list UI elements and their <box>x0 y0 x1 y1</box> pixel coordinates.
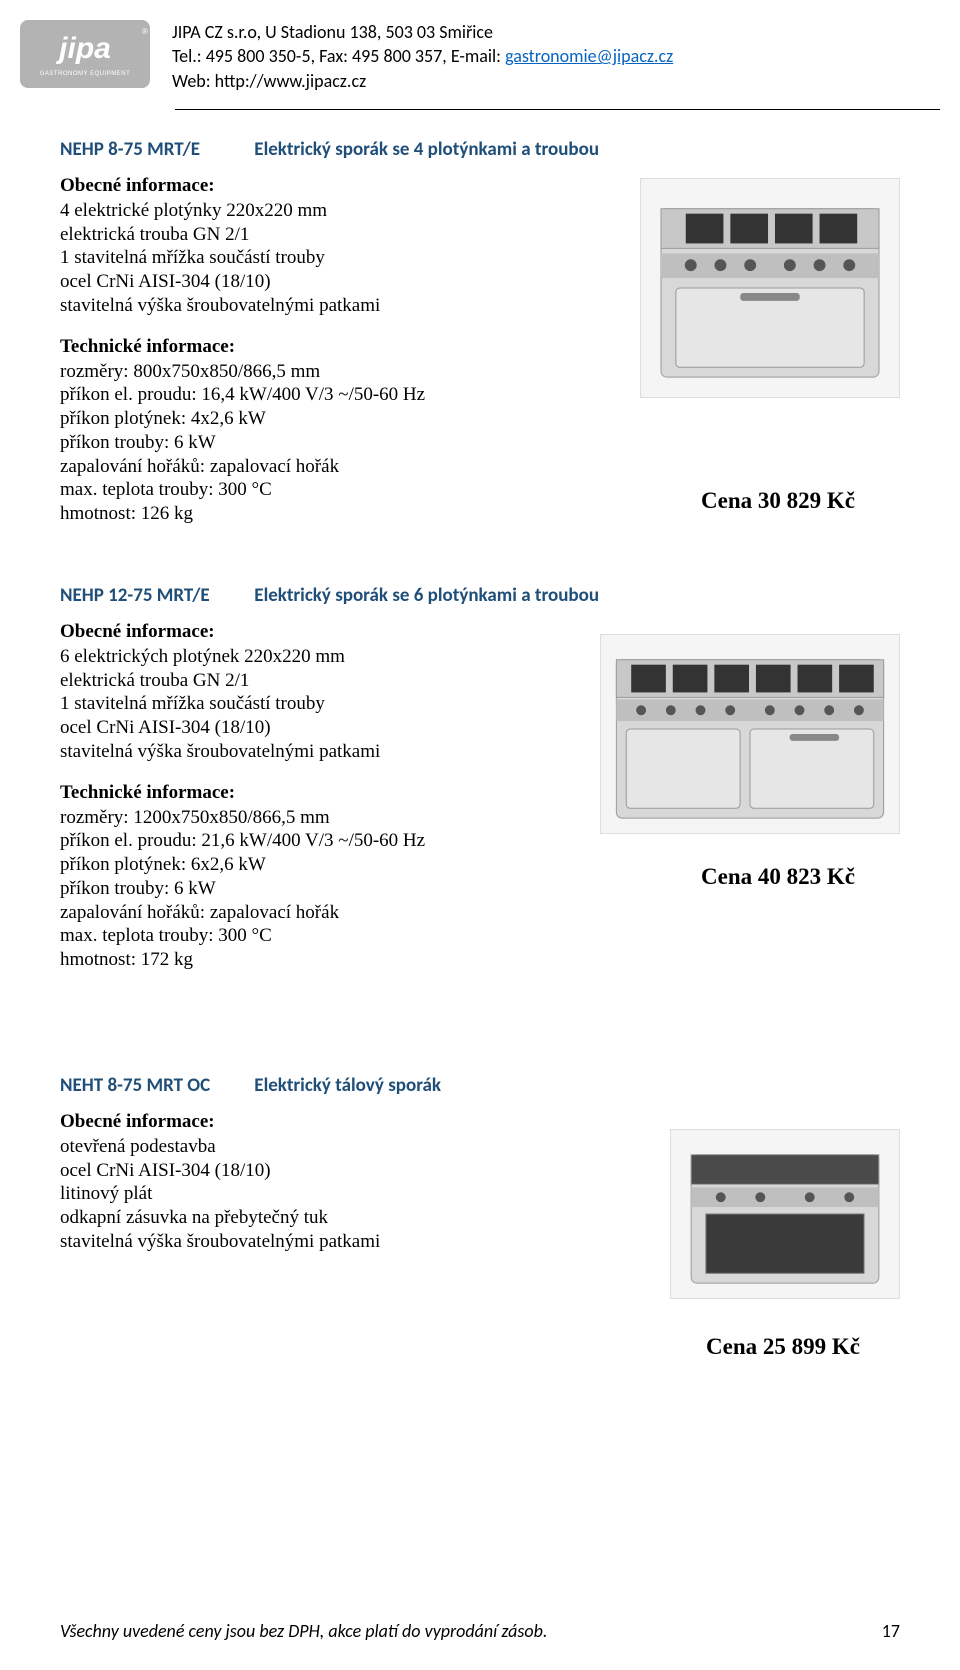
text-line: příkon plotýnek: 4x2,6 kW <box>60 407 900 431</box>
product-code: NEHP 8-75 MRT/E <box>60 138 250 161</box>
company-info: JIPA CZ s.r.o, U Stadionu 138, 503 03 Sm… <box>172 20 673 93</box>
svg-text:®: ® <box>142 27 148 36</box>
company-web: Web: http://www.jipacz.cz <box>172 69 673 93</box>
company-logo: jipa GASTRONOMY EQUIPMENT ® <box>20 20 150 88</box>
email-link[interactable]: gastronomie@jipacz.cz <box>505 45 673 67</box>
text-line: max. teplota trouby: 300 °C <box>60 924 900 948</box>
text-line: zapalování hořáků: zapalovací hořák <box>60 455 900 479</box>
product-heading: NEHT 8-75 MRT OC Elektrický tálový sporá… <box>60 1074 900 1097</box>
product-title: Elektrický sporák se 6 plotýnkami a trou… <box>254 584 599 607</box>
footer-note: Všechny uvedené ceny jsou bez DPH, akce … <box>60 1620 547 1642</box>
product-price: Cena 25 899 Kč <box>706 1334 860 1360</box>
page-number: 17 <box>882 1620 900 1642</box>
product-block: NEHT 8-75 MRT OC Elektrický tálový sporá… <box>60 1074 900 1394</box>
header-separator <box>175 109 940 110</box>
content-area: NEHP 8-75 MRT/E Elektrický sporák se 4 p… <box>0 138 960 1394</box>
page-header: jipa GASTRONOMY EQUIPMENT ® JIPA CZ s.r.… <box>0 0 960 103</box>
product-title: Elektrický tálový sporák <box>254 1074 441 1097</box>
product-heading: NEHP 12-75 MRT/E Elektrický sporák se 6 … <box>60 584 900 607</box>
product-code: NEHT 8-75 MRT OC <box>60 1074 250 1097</box>
logo-text: jipa <box>55 32 111 65</box>
product-image <box>600 634 900 834</box>
product-image <box>670 1129 900 1299</box>
product-block: NEHP 12-75 MRT/E Elektrický sporák se 6 … <box>60 584 900 1044</box>
logo-subtext: GASTRONOMY EQUIPMENT <box>40 71 131 77</box>
product-code: NEHP 12-75 MRT/E <box>60 584 250 607</box>
text-line: zapalování hořáků: zapalovací hořák <box>60 901 900 925</box>
company-contact: Tel.: 495 800 350-5, Fax: 495 800 357, E… <box>172 44 673 68</box>
text-line: hmotnost: 172 kg <box>60 948 900 972</box>
page-footer: Všechny uvedené ceny jsou bez DPH, akce … <box>60 1620 900 1642</box>
product-title: Elektrický sporák se 4 plotýnkami a trou… <box>254 138 599 161</box>
company-address: JIPA CZ s.r.o, U Stadionu 138, 503 03 Sm… <box>172 20 673 44</box>
product-image <box>640 178 900 398</box>
product-price: Cena 30 829 Kč <box>701 488 855 514</box>
product-block: NEHP 8-75 MRT/E Elektrický sporák se 4 p… <box>60 138 900 578</box>
product-heading: NEHP 8-75 MRT/E Elektrický sporák se 4 p… <box>60 138 900 161</box>
text-line: příkon trouby: 6 kW <box>60 431 900 455</box>
product-price: Cena 40 823 Kč <box>701 864 855 890</box>
